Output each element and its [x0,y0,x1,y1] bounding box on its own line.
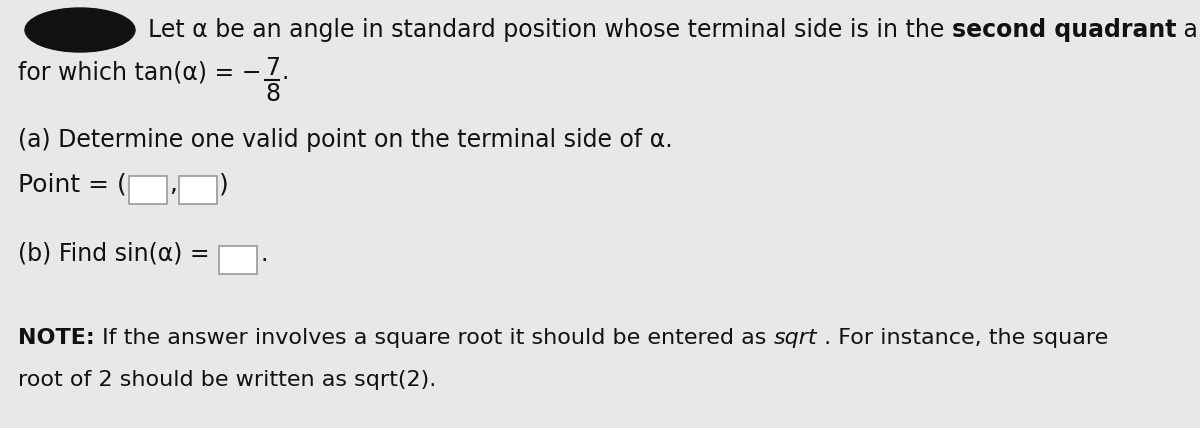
Text: .: . [282,60,289,84]
Text: sqrt: sqrt [773,328,817,348]
Text: Point = (: Point = ( [18,172,127,196]
Text: for which tan(α) = −: for which tan(α) = − [18,60,262,84]
Text: and: and [1176,18,1200,42]
Ellipse shape [25,8,134,52]
Text: If the answer involves a square root it should be entered as: If the answer involves a square root it … [95,328,773,348]
Text: second quadrant: second quadrant [952,18,1176,42]
Text: 7: 7 [265,56,281,80]
Text: (b) Find sin(α) =: (b) Find sin(α) = [18,242,217,266]
Text: NOTE:: NOTE: [18,328,95,348]
Text: ): ) [218,172,228,196]
FancyBboxPatch shape [179,176,217,204]
Text: .: . [260,242,268,266]
Text: (a) Determine one valid point on the terminal side of α.: (a) Determine one valid point on the ter… [18,128,673,152]
Text: ,: , [169,172,176,196]
Text: . For instance, the square: . For instance, the square [817,328,1108,348]
Text: Let α be an angle in standard position whose terminal side is in the: Let α be an angle in standard position w… [148,18,952,42]
FancyBboxPatch shape [220,246,257,274]
Text: root of 2 should be written as sqrt(2).: root of 2 should be written as sqrt(2). [18,370,437,390]
Text: 8: 8 [265,82,281,106]
FancyBboxPatch shape [128,176,167,204]
